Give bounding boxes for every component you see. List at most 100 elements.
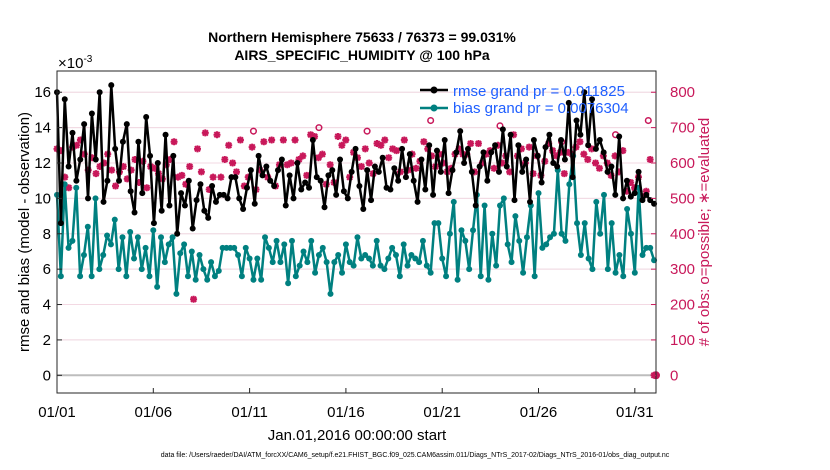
rmse-point [290, 195, 297, 202]
bias-point [485, 276, 492, 283]
rmse-point [604, 168, 611, 175]
rmse-point [282, 202, 289, 209]
rmse-point [612, 191, 619, 198]
obs-evaluated-point [229, 159, 237, 167]
bias-point [427, 269, 434, 276]
rmse-point [449, 167, 456, 174]
bias-point [616, 252, 623, 258]
obs-evaluated-point [221, 155, 229, 163]
obs-evaluated-point [381, 136, 389, 144]
obs-evaluated-point [256, 166, 264, 174]
bias-point [115, 266, 122, 273]
bias-point [462, 237, 469, 244]
rmse-point [585, 142, 592, 149]
bias-point [400, 241, 407, 248]
rmse-point [395, 177, 402, 184]
bias-point [620, 273, 627, 280]
obs-evaluated-point [361, 145, 369, 153]
rmse-point [340, 188, 347, 195]
rmse-point [589, 96, 596, 103]
rmse-point [116, 177, 123, 184]
bias-point [150, 227, 157, 234]
obs-evaluated-point [506, 168, 514, 176]
obs-evaluated-point [61, 173, 69, 181]
rmse-point [631, 190, 638, 197]
rmse-point [523, 156, 530, 163]
obs-evaluated-point [393, 147, 401, 155]
rmse-point [364, 167, 371, 174]
bias-point [450, 198, 457, 205]
bias-point [88, 273, 95, 280]
obs-evaluated-point [248, 143, 256, 151]
bias-point [104, 232, 111, 239]
rmse-point [371, 163, 378, 170]
obs-evaluated-point [342, 136, 350, 144]
y-tick-label: 10 [34, 190, 51, 207]
bias-point [508, 259, 515, 266]
bias-point [69, 237, 76, 244]
bias-point [523, 234, 530, 241]
obs-evaluated-point [76, 136, 84, 144]
obs-evaluated-point [311, 132, 319, 140]
rmse-point [240, 206, 247, 212]
rmse-point [309, 137, 316, 143]
rmse-point [558, 137, 565, 143]
obs-evaluated-point [73, 141, 81, 149]
bias-point [362, 252, 369, 258]
y-right-tick-label: 800 [670, 84, 695, 101]
obs-evaluated-point [96, 163, 104, 171]
rmse-point [65, 163, 72, 170]
bias-point [504, 241, 511, 248]
bias-point [84, 223, 91, 230]
obs-evaluated-point [584, 155, 592, 163]
rmse-point [410, 177, 417, 184]
rmse-point [561, 156, 568, 163]
rmse-point [430, 191, 437, 198]
bias-point [500, 195, 507, 202]
obs-evaluated-point [474, 140, 482, 148]
y-right-tick-label: 200 [670, 297, 695, 314]
bias-point [423, 262, 430, 269]
obs-evaluated-point [576, 138, 584, 146]
bias-point [558, 230, 565, 237]
bias-point [134, 234, 141, 241]
obs-evaluated-point [131, 155, 139, 163]
obs-evaluated-point [186, 163, 194, 171]
obs-evaluated-point [627, 178, 635, 186]
obs-evaluated-point [560, 170, 568, 178]
rmse-point [534, 152, 541, 159]
bias-point [446, 230, 453, 237]
obs-evaluated-point [209, 173, 217, 181]
legend-rmse-label: rmse grand pr = 0.011825 [453, 83, 625, 100]
rmse-point [220, 191, 227, 198]
bias-point [489, 230, 496, 237]
obs-evaluated-point [119, 163, 127, 171]
rmse-point [542, 144, 549, 151]
obs-evaluated-point [439, 159, 447, 167]
y-right-tick-label: 300 [670, 261, 695, 278]
rmse-point [181, 202, 188, 209]
rmse-point [569, 174, 576, 181]
bias-point [300, 248, 307, 255]
rmse-point [298, 186, 305, 193]
bias-point [547, 234, 554, 241]
rmse-point [546, 131, 553, 138]
rmse-point [251, 200, 258, 207]
bias-point [458, 227, 465, 234]
rmse-point [433, 147, 440, 154]
bias-point [366, 255, 373, 262]
bias-point [331, 259, 338, 266]
bias-point [539, 244, 546, 251]
obs-evaluated-point [603, 159, 611, 167]
rmse-point [600, 149, 607, 156]
obs-evaluated-point [233, 168, 241, 176]
bias-point [123, 273, 130, 280]
rmse-point [274, 167, 281, 174]
obs-evaluated-point [389, 145, 397, 153]
bias-point [392, 252, 399, 258]
rmse-point [499, 126, 506, 133]
rmse-point [441, 137, 448, 143]
obs-evaluated-point [127, 166, 135, 174]
rmse-point [224, 195, 231, 202]
bias-point [339, 269, 346, 276]
